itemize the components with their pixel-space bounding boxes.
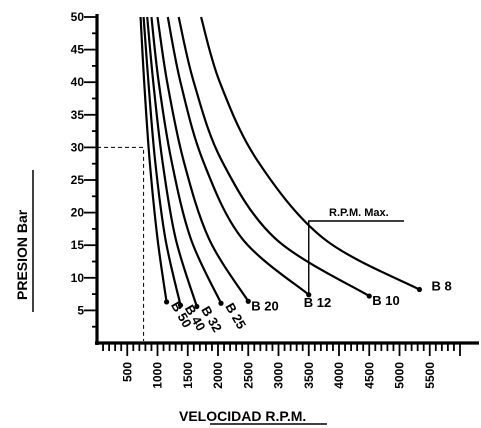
y-tick-label: 15 xyxy=(71,238,85,252)
series-endpoint xyxy=(163,299,170,305)
x-tick-label: 500 xyxy=(120,362,134,382)
annotation-leader-line xyxy=(308,220,404,293)
x-tick-label: 3500 xyxy=(302,362,316,389)
y-axis-title: PRESION Bar xyxy=(14,209,30,300)
x-tick-label: 3000 xyxy=(272,362,286,389)
series-label: B 20 xyxy=(251,298,278,313)
series-label: B 25 xyxy=(222,300,249,331)
y-tick-label: 50 xyxy=(71,10,85,24)
y-tick-label: 30 xyxy=(71,140,85,154)
y-tick-label: 25 xyxy=(71,173,85,187)
series-curve xyxy=(142,16,182,306)
curves xyxy=(139,16,423,310)
y-tick-label: 20 xyxy=(71,206,85,220)
x-tick-label: 4000 xyxy=(332,362,346,389)
series-curve xyxy=(139,16,168,303)
y-tick-label: 10 xyxy=(71,271,85,285)
y-ticks: 5 10 15 20 25 30 35 40 45 50 xyxy=(71,10,97,328)
series-endpoint xyxy=(416,286,423,293)
series-endpoint xyxy=(245,298,251,304)
x-tick-label: 1500 xyxy=(181,362,195,389)
series-labels: B 50B 40B 32B 25 B 20 B 12 B 10B 8 xyxy=(168,279,452,335)
x-ticks: 500 1000 1500 2000 2500 3000 3500 4000 4500 5000 5… xyxy=(102,343,461,389)
series-label: B 12 xyxy=(304,295,331,310)
x-axis-title: VELOCIDAD R.P.M. xyxy=(179,408,306,424)
x-tick-label: 2000 xyxy=(211,362,225,389)
series-endpoint xyxy=(177,302,184,308)
x-tick-label: 4500 xyxy=(362,362,376,389)
x-tick-label: 5000 xyxy=(393,362,407,389)
y-tick-label: 40 xyxy=(71,75,85,89)
series-curve xyxy=(150,16,223,304)
series-label: B 8 xyxy=(431,279,451,294)
series-curve xyxy=(200,16,420,291)
x-tick-label: 1000 xyxy=(151,362,165,389)
series-curve xyxy=(166,16,310,296)
series-label: B 10 xyxy=(372,293,399,308)
series-endpoint xyxy=(218,300,224,306)
x-tick-label: 5500 xyxy=(423,362,437,389)
series-curve xyxy=(156,16,250,302)
x-tick-label: 2500 xyxy=(241,362,255,389)
series-endpoint xyxy=(306,292,312,298)
series-curve xyxy=(146,16,198,307)
annotation-text: R.P.M. Max. xyxy=(329,207,389,219)
y-tick-label: 45 xyxy=(71,43,85,57)
reference-guide-line xyxy=(97,146,145,341)
series-endpoint xyxy=(366,293,372,299)
y-tick-label: 35 xyxy=(71,108,85,122)
series-curve xyxy=(177,16,370,297)
series-endpoint xyxy=(194,303,200,310)
y-tick-label: 5 xyxy=(77,303,84,317)
